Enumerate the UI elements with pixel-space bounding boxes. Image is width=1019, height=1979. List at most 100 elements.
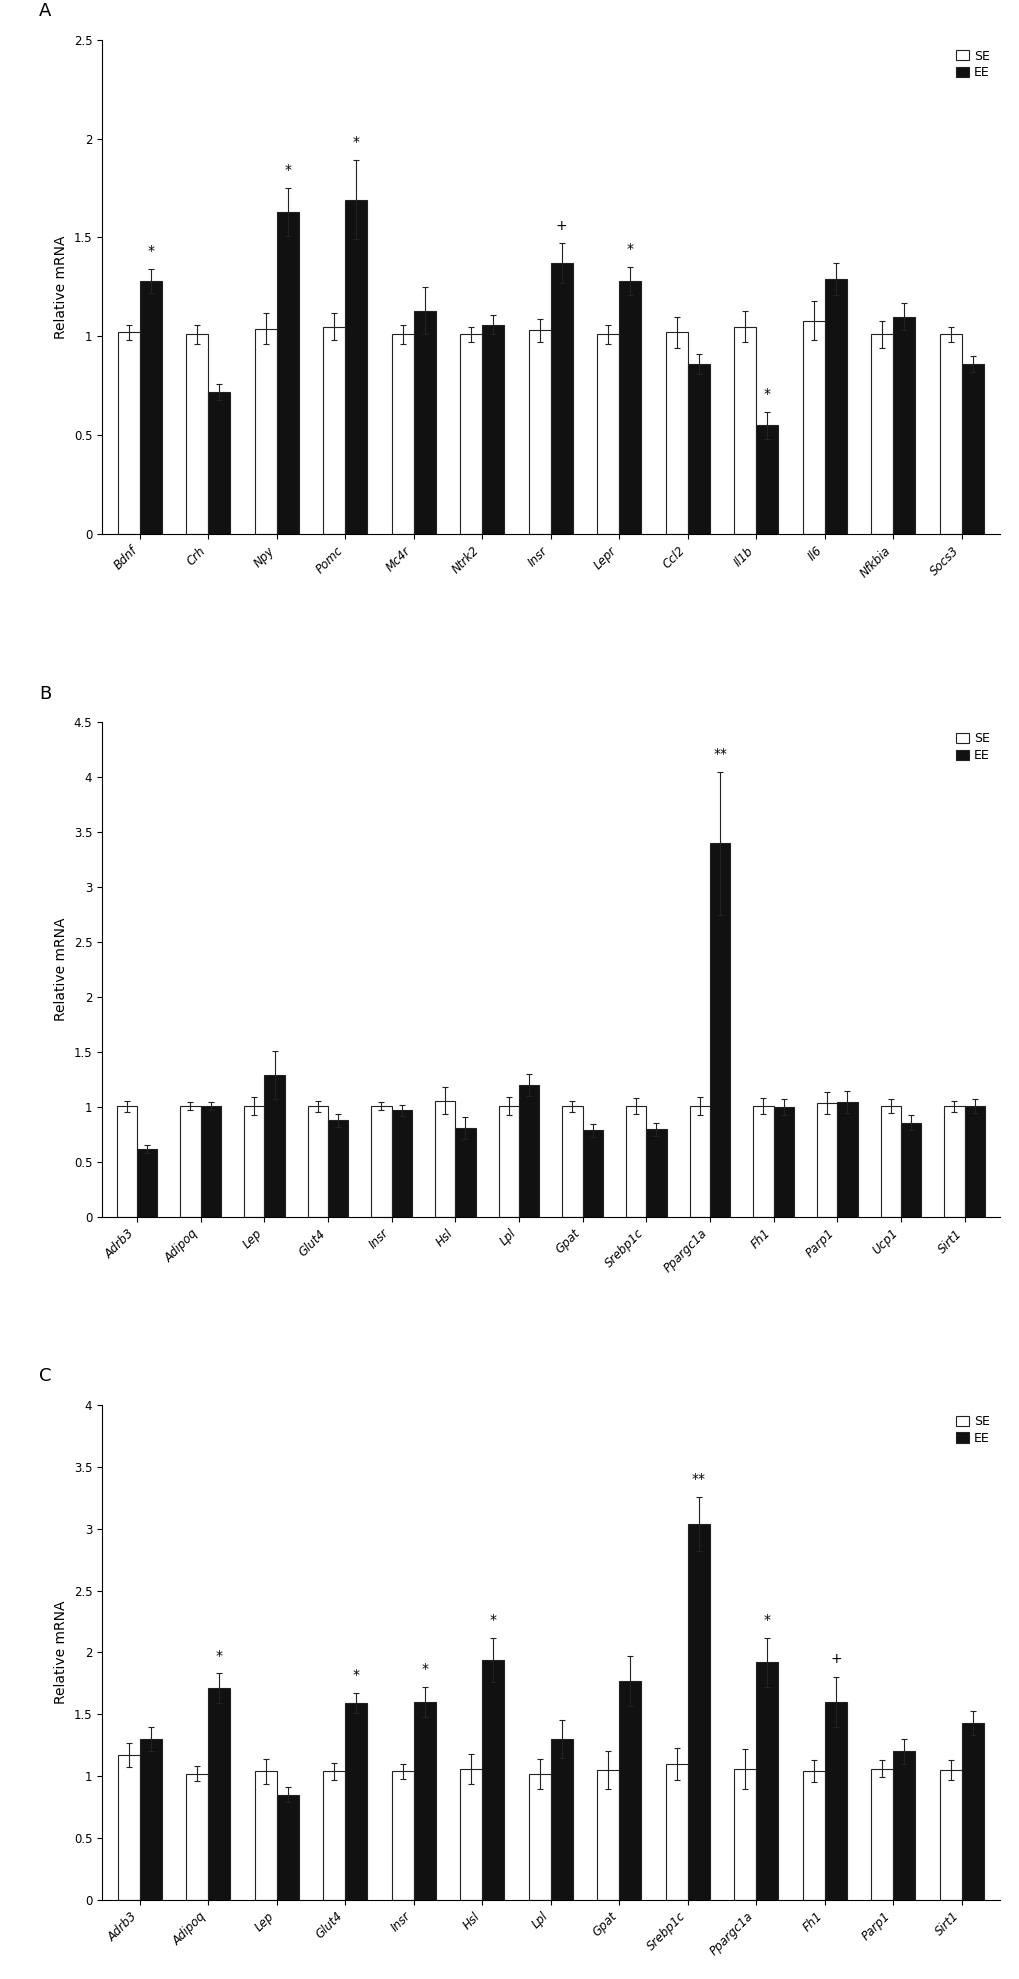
- Bar: [460, 334, 482, 534]
- Bar: [870, 1769, 893, 1900]
- Bar: [454, 1128, 475, 1217]
- Bar: [371, 1106, 391, 1217]
- Bar: [626, 1106, 646, 1217]
- Bar: [561, 1106, 582, 1217]
- Bar: [961, 364, 983, 534]
- Bar: [687, 1524, 709, 1900]
- Bar: [870, 334, 893, 534]
- Bar: [140, 281, 161, 534]
- Bar: [734, 1769, 756, 1900]
- Bar: [550, 1740, 572, 1900]
- Bar: [879, 1106, 900, 1217]
- Bar: [244, 1106, 264, 1217]
- Bar: [186, 334, 208, 534]
- Bar: [756, 1662, 777, 1900]
- Text: *: *: [284, 162, 290, 176]
- Bar: [893, 1751, 914, 1900]
- Bar: [391, 334, 414, 534]
- Bar: [208, 1688, 230, 1900]
- Bar: [117, 332, 140, 534]
- Bar: [201, 1106, 221, 1217]
- Bar: [180, 1106, 201, 1217]
- Bar: [328, 1120, 348, 1217]
- Bar: [665, 1763, 687, 1900]
- Text: *: *: [353, 135, 360, 148]
- Bar: [837, 1102, 857, 1217]
- Bar: [137, 1150, 157, 1217]
- Bar: [689, 1106, 709, 1217]
- Bar: [619, 281, 641, 534]
- Bar: [323, 1771, 344, 1900]
- Bar: [434, 1100, 454, 1217]
- Text: A: A: [39, 2, 52, 20]
- Bar: [255, 329, 276, 534]
- Text: *: *: [215, 1649, 222, 1662]
- Bar: [344, 200, 367, 534]
- Bar: [687, 364, 709, 534]
- Y-axis label: Relative mRNA: Relative mRNA: [54, 918, 68, 1021]
- Bar: [734, 327, 756, 534]
- Text: *: *: [489, 1613, 496, 1627]
- Bar: [597, 334, 619, 534]
- Bar: [940, 334, 961, 534]
- Bar: [117, 1755, 140, 1900]
- Bar: [646, 1130, 666, 1217]
- Bar: [665, 332, 687, 534]
- Legend: SE, EE: SE, EE: [952, 1411, 993, 1449]
- Bar: [116, 1106, 137, 1217]
- Bar: [529, 1773, 550, 1900]
- Legend: SE, EE: SE, EE: [952, 728, 993, 766]
- Text: +: +: [555, 218, 567, 232]
- Text: +: +: [829, 1652, 841, 1666]
- Bar: [752, 1106, 772, 1217]
- Bar: [498, 1106, 519, 1217]
- Bar: [140, 1740, 161, 1900]
- Text: B: B: [39, 685, 51, 703]
- Text: *: *: [147, 243, 154, 257]
- Bar: [940, 1769, 961, 1900]
- Bar: [756, 425, 777, 534]
- Text: **: **: [691, 1472, 705, 1486]
- Bar: [824, 279, 846, 534]
- Bar: [391, 1110, 412, 1217]
- Bar: [208, 392, 230, 534]
- Bar: [597, 1769, 619, 1900]
- Bar: [816, 1102, 837, 1217]
- Bar: [519, 1084, 539, 1217]
- Bar: [414, 311, 435, 534]
- Text: *: *: [626, 241, 633, 255]
- Bar: [308, 1106, 328, 1217]
- Bar: [255, 1771, 276, 1900]
- Text: *: *: [763, 386, 770, 400]
- Text: C: C: [39, 1367, 52, 1385]
- Bar: [802, 1771, 824, 1900]
- Text: *: *: [353, 1668, 360, 1682]
- Bar: [344, 1704, 367, 1900]
- Text: *: *: [421, 1662, 428, 1676]
- Bar: [414, 1702, 435, 1900]
- Bar: [264, 1075, 284, 1217]
- Bar: [824, 1702, 846, 1900]
- Bar: [961, 1724, 983, 1900]
- Bar: [944, 1106, 964, 1217]
- Bar: [964, 1106, 984, 1217]
- Bar: [482, 1660, 503, 1900]
- Bar: [550, 263, 572, 534]
- Bar: [900, 1122, 920, 1217]
- Bar: [709, 843, 730, 1217]
- Text: *: *: [763, 1613, 770, 1627]
- Y-axis label: Relative mRNA: Relative mRNA: [54, 236, 68, 338]
- Bar: [772, 1106, 793, 1217]
- Text: **: **: [712, 746, 727, 760]
- Bar: [529, 330, 550, 534]
- Bar: [619, 1680, 641, 1900]
- Bar: [482, 325, 503, 534]
- Bar: [460, 1769, 482, 1900]
- Bar: [893, 317, 914, 534]
- Bar: [276, 1795, 299, 1900]
- Bar: [276, 212, 299, 534]
- Y-axis label: Relative mRNA: Relative mRNA: [54, 1601, 68, 1704]
- Bar: [186, 1773, 208, 1900]
- Bar: [802, 321, 824, 534]
- Legend: SE, EE: SE, EE: [952, 46, 993, 83]
